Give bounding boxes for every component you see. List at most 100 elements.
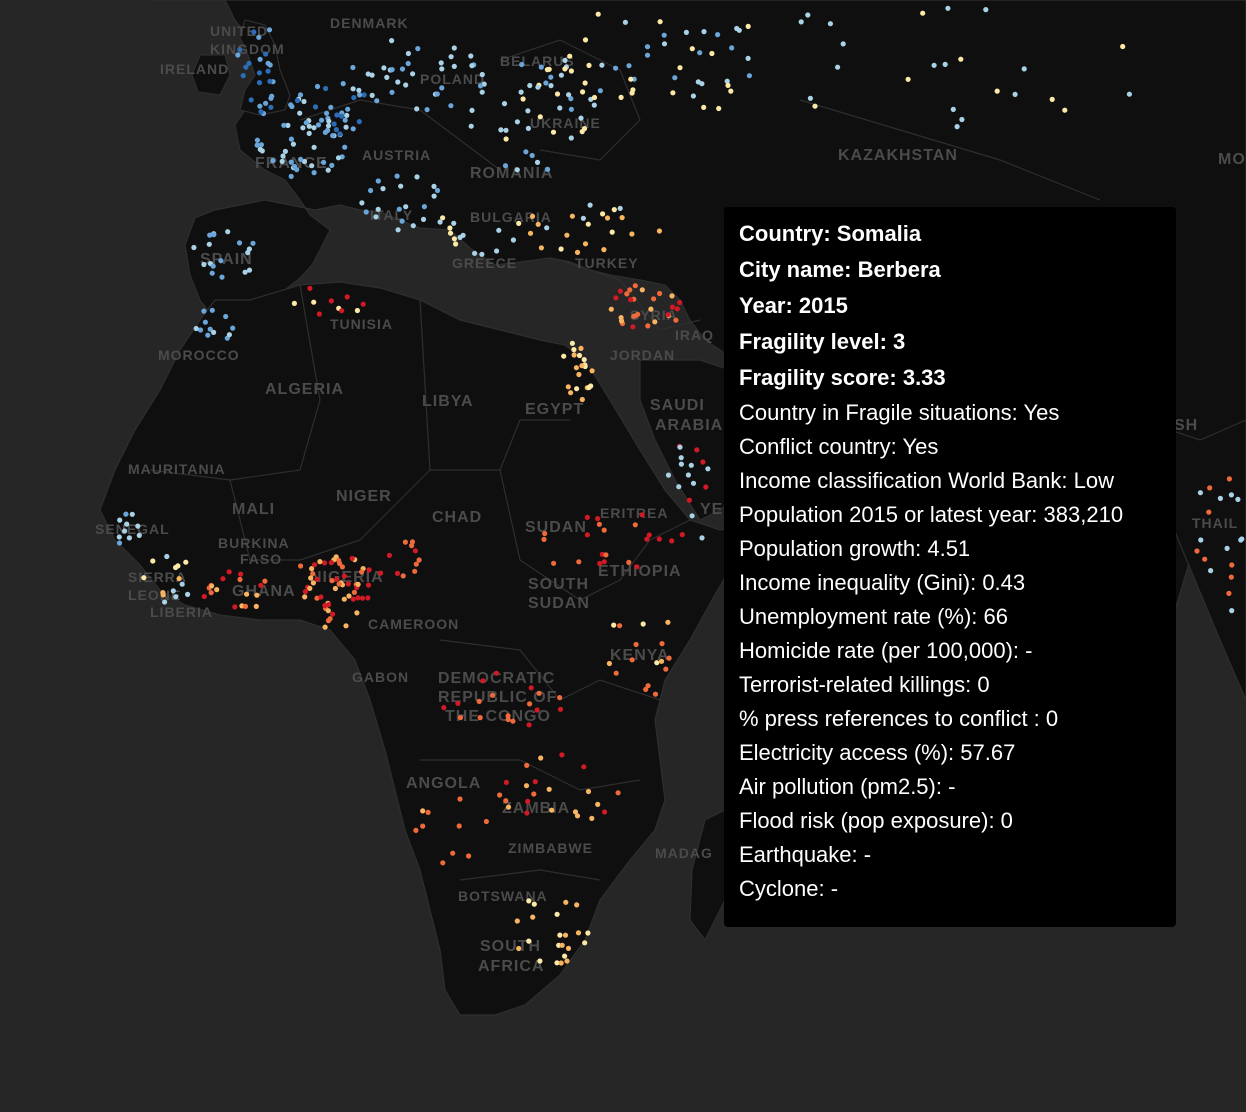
city-dot[interactable] (558, 246, 564, 252)
city-dot[interactable] (356, 87, 362, 93)
city-dot[interactable] (116, 540, 123, 546)
city-dot[interactable] (626, 63, 632, 69)
city-dot[interactable] (317, 559, 323, 565)
city-dot[interactable] (197, 327, 204, 333)
city-dot[interactable] (378, 570, 384, 576)
city-dot[interactable] (455, 700, 461, 707)
city-dot[interactable] (589, 368, 595, 374)
city-dot[interactable] (659, 641, 665, 647)
city-dot[interactable] (214, 587, 220, 593)
city-dot[interactable] (294, 167, 300, 173)
city-dot[interactable] (324, 110, 330, 116)
city-dot[interactable] (351, 95, 357, 101)
city-dot[interactable] (554, 911, 560, 917)
city-dot[interactable] (562, 932, 569, 938)
city-dot[interactable] (643, 686, 649, 693)
city-dot[interactable] (457, 715, 464, 721)
city-dot[interactable] (571, 347, 577, 353)
city-dot[interactable] (420, 216, 427, 222)
city-dot[interactable] (805, 12, 811, 18)
city-dot[interactable] (496, 227, 502, 233)
city-dot[interactable] (267, 62, 273, 68)
city-dot[interactable] (579, 396, 585, 403)
city-dot[interactable] (290, 141, 296, 147)
city-dot[interactable] (611, 207, 617, 213)
city-dot[interactable] (468, 123, 474, 129)
city-dot[interactable] (835, 64, 841, 70)
city-dot[interactable] (425, 809, 431, 816)
city-dot[interactable] (209, 583, 215, 589)
city-dot[interactable] (210, 263, 216, 269)
city-dot[interactable] (699, 535, 705, 541)
city-dot[interactable] (613, 295, 619, 301)
city-dot[interactable] (576, 352, 583, 359)
city-dot[interactable] (558, 960, 564, 966)
city-dot[interactable] (514, 167, 520, 173)
city-dot[interactable] (334, 576, 340, 582)
city-dot[interactable] (656, 228, 663, 234)
city-dot[interactable] (538, 64, 544, 70)
city-dot[interactable] (265, 68, 271, 74)
city-dot[interactable] (703, 484, 709, 490)
city-dot[interactable] (327, 616, 333, 622)
city-dot[interactable] (335, 155, 342, 161)
city-dot[interactable] (282, 148, 288, 154)
city-dot[interactable] (629, 657, 635, 663)
city-dot[interactable] (516, 220, 522, 226)
city-dot[interactable] (591, 94, 598, 101)
city-dot[interactable] (340, 81, 346, 87)
city-dot[interactable] (568, 135, 574, 141)
city-dot[interactable] (314, 83, 321, 90)
city-dot[interactable] (1049, 96, 1055, 102)
city-dot[interactable] (639, 512, 645, 518)
city-dot[interactable] (1229, 562, 1235, 568)
city-dot[interactable] (501, 101, 508, 107)
city-dot[interactable] (568, 106, 575, 112)
city-dot[interactable] (201, 308, 207, 314)
city-dot[interactable] (728, 88, 734, 94)
city-dot[interactable] (545, 166, 551, 172)
city-dot[interactable] (1228, 574, 1234, 580)
city-dot[interactable] (574, 386, 580, 392)
city-dot[interactable] (321, 560, 328, 566)
city-dot[interactable] (632, 283, 638, 289)
city-dot[interactable] (602, 809, 608, 815)
city-dot[interactable] (529, 213, 536, 219)
city-dot[interactable] (745, 55, 751, 62)
city-dot[interactable] (403, 204, 409, 210)
city-dot[interactable] (535, 221, 541, 227)
city-dot[interactable] (344, 112, 350, 118)
city-dot[interactable] (338, 113, 345, 119)
city-dot[interactable] (141, 575, 147, 581)
city-dot[interactable] (523, 149, 529, 155)
city-dot[interactable] (219, 274, 225, 280)
city-dot[interactable] (457, 796, 463, 802)
city-dot[interactable] (328, 298, 334, 304)
city-dot[interactable] (1120, 43, 1126, 50)
city-dot[interactable] (183, 559, 189, 565)
city-dot[interactable] (202, 319, 208, 325)
city-dot[interactable] (624, 291, 630, 297)
city-dot[interactable] (557, 932, 563, 938)
city-dot[interactable] (136, 532, 142, 539)
city-dot[interactable] (447, 230, 454, 236)
city-dot[interactable] (646, 532, 652, 538)
city-dot[interactable] (645, 683, 651, 689)
city-dot[interactable] (503, 798, 509, 804)
city-dot[interactable] (670, 90, 676, 96)
city-dot[interactable] (254, 142, 260, 148)
city-dot[interactable] (311, 144, 317, 150)
city-dot[interactable] (543, 80, 549, 86)
city-dot[interactable] (374, 98, 380, 104)
city-dot[interactable] (117, 517, 123, 523)
city-dot[interactable] (431, 193, 437, 199)
city-dot[interactable] (343, 124, 349, 130)
city-dot[interactable] (994, 88, 1000, 94)
city-dot[interactable] (534, 159, 541, 165)
city-dot[interactable] (380, 186, 386, 192)
city-dot[interactable] (230, 325, 236, 331)
city-dot[interactable] (306, 130, 312, 136)
city-dot[interactable] (920, 10, 926, 16)
city-dot[interactable] (350, 596, 356, 602)
city-dot[interactable] (232, 604, 238, 610)
